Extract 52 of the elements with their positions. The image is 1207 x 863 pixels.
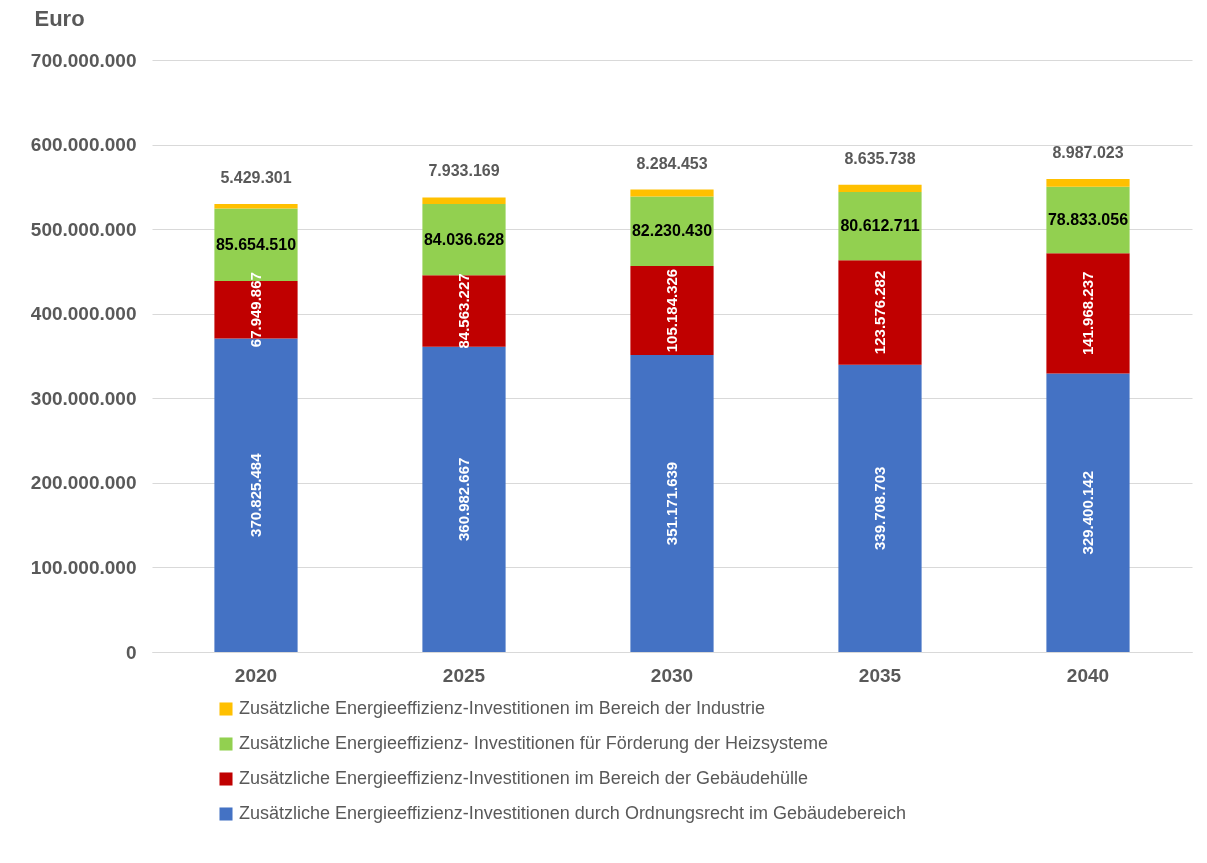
data-label: 8.284.453 [636,154,708,172]
bar [838,260,922,365]
bar [1046,373,1130,652]
y-tick-label: 700.000.000 [30,49,137,71]
x-tick-label: 2025 [442,664,486,686]
data-label: 85.654.510 [215,235,297,253]
data-label: 141.968.237 [1079,271,1096,356]
data-label: 123.576.282 [871,270,888,355]
data-label: 78.833.056 [1047,211,1129,229]
bar [838,184,922,193]
legend-label: Zusätzliche Energieeffizienz-Investitionen im Bereich der Gebäudehülle [239,768,808,788]
bar [838,364,922,652]
bar [630,355,714,652]
y-tick-label: 100.000.000 [30,556,137,578]
y-tick-label: 0 [125,641,137,663]
legend-label: Zusätzliche Energieeffizienz-Investitionen durch Ordnungsrecht im Gebäudebereich [239,803,907,823]
x-tick-label: 2030 [650,664,694,686]
data-label: 360.982.667 [455,457,472,542]
y-tick-label: 200.000.000 [30,472,137,494]
y-axis-title: Euro [34,5,85,31]
bar [422,197,506,205]
bar [630,189,714,197]
bar [1046,253,1130,374]
data-label: 351.171.639 [663,461,680,546]
data-label: 84.036.628 [423,230,505,248]
bar [838,192,922,261]
data-label: 339.708.703 [871,466,888,551]
data-label: 82.230.430 [631,222,713,240]
data-label: 8.987.023 [1052,144,1124,162]
data-label: 80.612.711 [840,217,920,235]
bar [422,275,506,347]
bar [1046,179,1130,187]
bar [630,266,714,356]
bar [422,204,506,276]
legend-label: Zusätzliche Energieeffizienz- Investitionen für Förderung der Heizsysteme [239,733,828,753]
bar [422,346,506,652]
x-tick-label: 2035 [858,664,902,686]
data-label: 67.949.867 [247,272,264,348]
data-label: 84.563.227 [455,273,472,349]
legend-label: Zusätzliche Energieeffizienz-Investitionen im Bereich der Industrie [239,698,765,718]
y-tick-label: 500.000.000 [30,218,137,240]
x-tick-label: 2040 [1066,664,1110,686]
y-tick-label: 600.000.000 [30,134,137,156]
data-label: 8.635.738 [844,149,916,167]
data-label: 370.825.484 [247,452,264,537]
y-tick-label: 300.000.000 [30,387,137,409]
y-tick-label: 400.000.000 [30,303,137,325]
data-label: 5.429.301 [220,168,292,186]
x-tick-label: 2020 [234,664,278,686]
data-label: 7.933.169 [428,162,500,180]
data-label: 329.400.142 [1079,471,1096,555]
data-label: 105.184.326 [663,268,680,353]
